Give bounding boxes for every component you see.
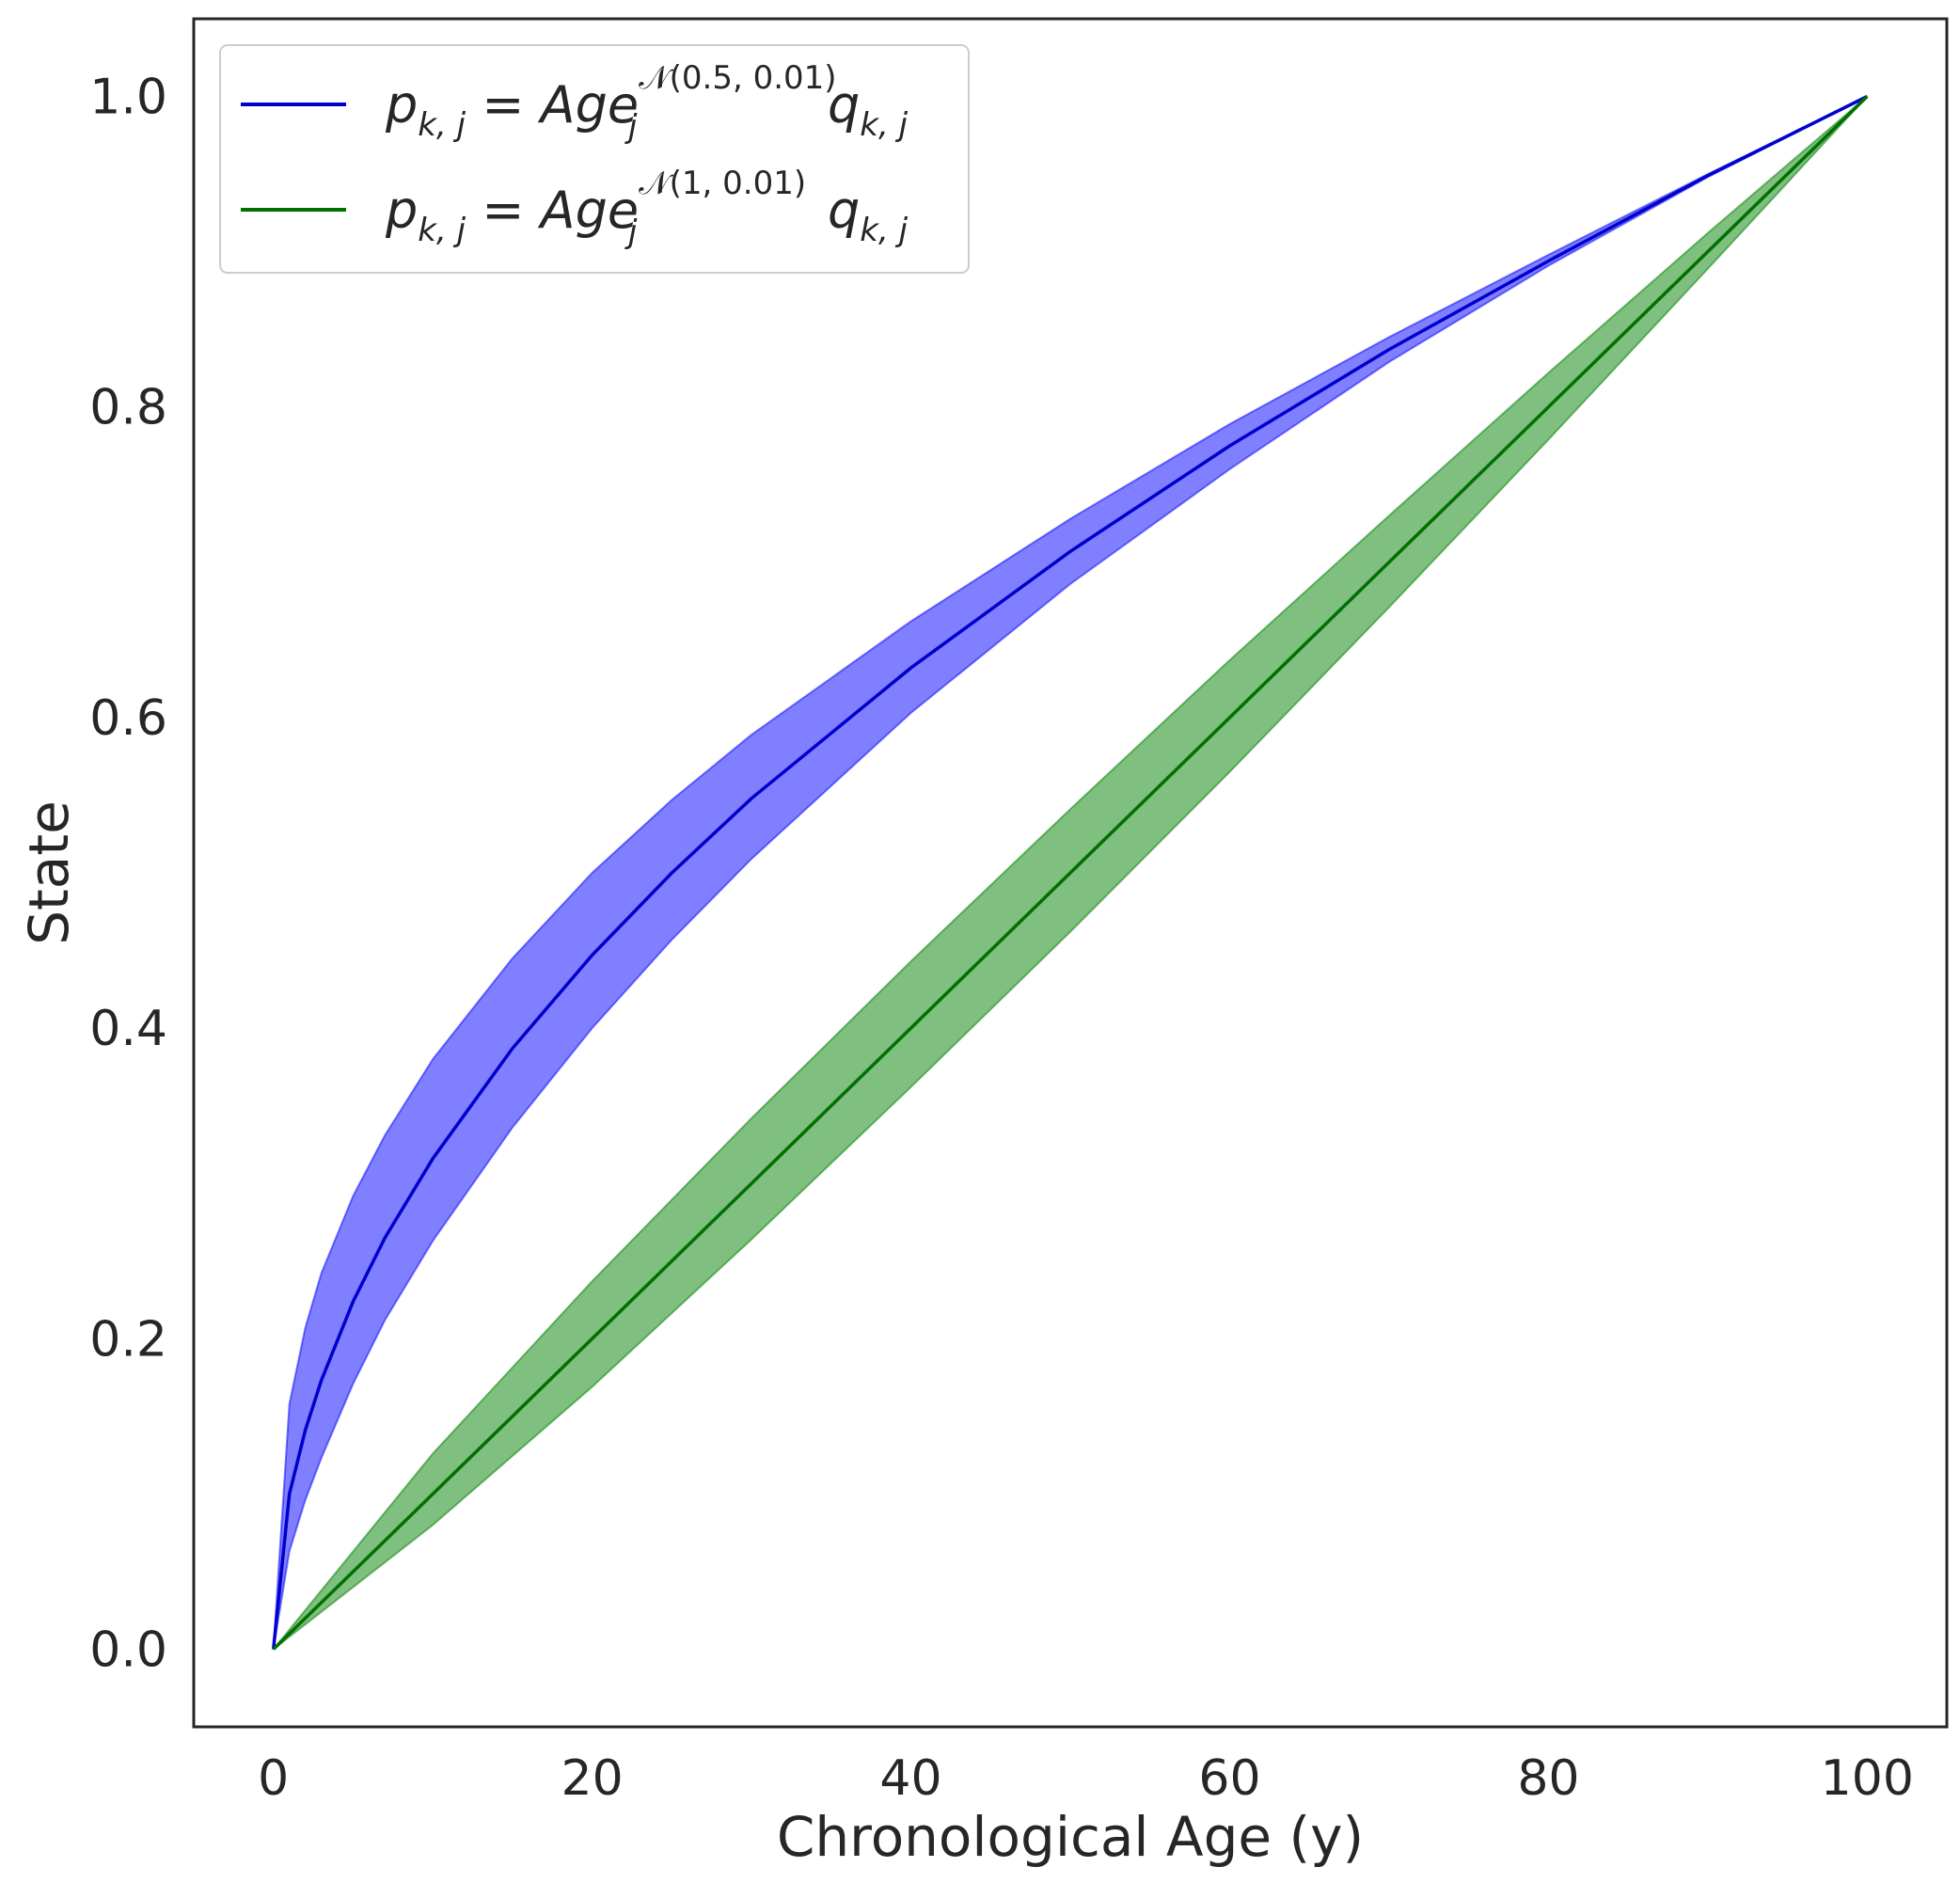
legend-1-base-sub: j	[624, 108, 638, 146]
x-tick-label: 100	[1821, 1750, 1914, 1807]
legend-2-base-sub: j	[624, 214, 638, 251]
plot-area	[192, 17, 1949, 1729]
x-axis-label: Chronological Age (y)	[777, 1805, 1364, 1869]
y-tick-label: 0.2	[89, 1311, 167, 1368]
y-tick-label: 0.0	[89, 1622, 167, 1679]
y-axis-ticks: 0.0 0.2 0.4 0.6 0.8 1.0	[89, 70, 167, 1679]
legend: pk, j = Age𝒩(0.5, 0.01) j qk, j pk, j = Ag…	[219, 44, 970, 274]
legend-1-lhs-sub: k, j	[418, 106, 466, 144]
legend-2-rhs-sub: k, j	[860, 212, 908, 249]
legend-1-lhs: p	[385, 75, 418, 134]
legend-2-eq: =	[466, 181, 541, 240]
series-lines	[271, 94, 1869, 1651]
legend-1-rhs-sub: k, j	[860, 106, 908, 144]
line-series-2	[272, 95, 1869, 1651]
legend-2-lhs-sub: k, j	[418, 212, 466, 249]
y-tick-label: 1.0	[89, 70, 167, 126]
plot-frame	[192, 17, 1949, 1729]
legend-1-eq: =	[466, 75, 541, 134]
legend-box	[219, 44, 970, 274]
line-series-1	[271, 94, 1869, 1650]
x-tick-label: 0	[258, 1750, 289, 1807]
y-tick-label: 0.4	[89, 1001, 167, 1057]
x-tick-label: 40	[879, 1750, 941, 1807]
legend-2-sup: 𝒩(1, 0.01)	[639, 165, 806, 202]
legend-label-series-1: pk, j = Age𝒩(0.5, 0.01) j qk, j	[385, 59, 909, 146]
y-tick-label: 0.8	[89, 380, 167, 436]
x-tick-label: 80	[1517, 1750, 1579, 1807]
legend-2-base: Age	[538, 181, 639, 240]
y-tick-label: 0.6	[89, 690, 167, 747]
x-tick-label: 20	[561, 1750, 624, 1807]
legend-2-rhs: q	[828, 181, 860, 240]
legend-2-lhs: p	[385, 181, 418, 240]
legend-label-series-2: pk, j = Age𝒩(1, 0.01) j qk, j	[385, 165, 909, 251]
legend-1-sup: 𝒩(0.5, 0.01)	[639, 59, 837, 97]
x-axis-ticks: 0 20 40 60 80 100	[258, 1750, 1914, 1807]
x-tick-label: 60	[1198, 1750, 1260, 1807]
y-axis-label: State	[17, 800, 81, 945]
legend-1-rhs: q	[828, 75, 860, 134]
legend-1-base: Age	[538, 75, 639, 134]
